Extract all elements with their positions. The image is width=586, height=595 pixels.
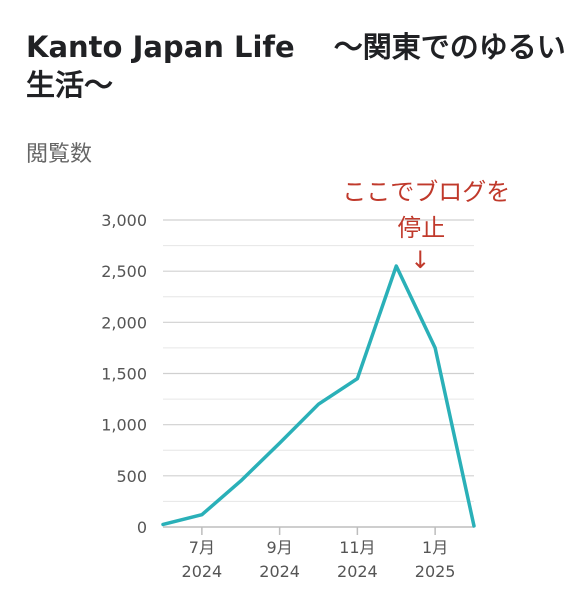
x-tick-year-label: 2024 <box>182 562 223 581</box>
series-line <box>163 266 474 526</box>
y-tick-label: 3,000 <box>101 211 147 230</box>
annotation-line-1: ここでブログを <box>342 178 510 206</box>
x-tick-month-label: 1月 <box>422 538 448 557</box>
x-tick-year-label: 2024 <box>337 562 378 581</box>
annotation-line-2: 停止 <box>397 214 445 242</box>
y-tick-label: 1,500 <box>101 365 147 384</box>
y-tick-label: 500 <box>116 467 147 486</box>
x-tick-year-label: 2025 <box>415 562 456 581</box>
x-tick-year-label: 2024 <box>259 562 300 581</box>
series-layer <box>163 266 474 526</box>
x-tick-month-label: 11月 <box>339 538 375 557</box>
axis-layer: 0 500 1,000 1,500 2,000 2,500 3,000 7月 2024 9月 202… <box>101 211 455 581</box>
y-tick-label: 2,000 <box>101 313 147 332</box>
y-tick-label: 2,500 <box>101 262 147 281</box>
y-tick-label: 1,000 <box>101 416 147 435</box>
x-tick-month-label: 7月 <box>189 538 215 557</box>
annotation-arrow: ↓ <box>410 246 430 274</box>
x-tick-month-label: 9月 <box>267 538 293 557</box>
y-tick-label: 0 <box>137 518 147 537</box>
